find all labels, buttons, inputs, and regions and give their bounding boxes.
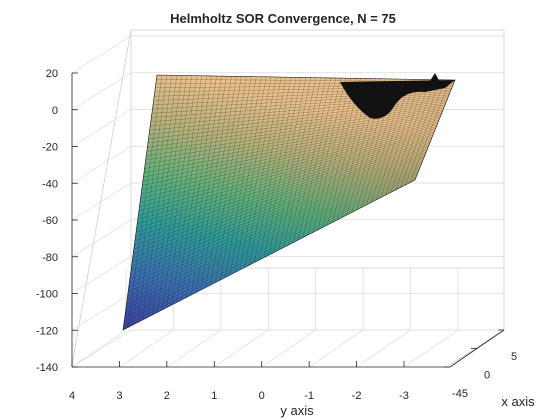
y-grid-line [71, 329, 127, 368]
mesh-line [149, 103, 446, 135]
z-tick-label: -40 [42, 178, 58, 190]
z-grid-line [71, 72, 132, 111]
surface-spike [428, 73, 441, 84]
y-ticks: 4 3 2 1 0 -1 -2 -3 [69, 361, 409, 402]
y-grid-line [403, 329, 459, 368]
z-tick-label: 20 [46, 68, 58, 80]
mesh-line [125, 171, 419, 309]
mesh-line [136, 139, 432, 229]
mesh-line [124, 174, 418, 318]
mesh-line [147, 108, 444, 148]
y-grid-line [214, 329, 269, 368]
y-tick-label: -1 [304, 390, 314, 402]
y-tick-label: 3 [116, 390, 122, 402]
z-grid-line [71, 145, 132, 184]
mesh-line [124, 176, 417, 322]
z-tick-label: -100 [36, 289, 58, 301]
z-grid-line [71, 292, 132, 331]
y-grid-line [356, 329, 411, 368]
mesh-line [147, 106, 445, 144]
mesh-line [143, 119, 440, 178]
mesh-line [142, 121, 439, 182]
mesh-line [141, 126, 437, 195]
y-grid [71, 268, 459, 368]
mesh-line [149, 101, 447, 131]
mesh-line [140, 128, 436, 199]
mesh-line [145, 113, 442, 161]
y-grid-line [261, 329, 316, 368]
mesh-line [127, 166, 421, 297]
mesh-line [137, 138, 432, 224]
mesh-line [150, 98, 448, 122]
z-grid-line [71, 329, 132, 368]
mesh-line [138, 134, 434, 216]
z-grid-line [71, 182, 132, 221]
z-tick-label: -140 [36, 362, 58, 374]
mesh-line [133, 148, 428, 250]
z-tick-label: 0 [52, 105, 58, 117]
mesh-line [128, 163, 422, 288]
z-tick-label: -20 [42, 142, 58, 154]
z-ticks: 20 0 -20 -40 -60 -80 -100 -120 -140 [36, 68, 78, 374]
mesh-line [143, 118, 440, 173]
z-grid-line [71, 219, 132, 258]
mesh-line [134, 144, 430, 241]
mesh-line [144, 116, 441, 169]
y-tick-label: -2 [352, 390, 362, 402]
mesh-line [134, 146, 429, 246]
mesh-line [133, 149, 428, 254]
y-grid-line [166, 329, 222, 368]
mesh-line [130, 156, 425, 271]
mesh-line [135, 143, 430, 237]
mesh-line [125, 173, 418, 314]
mesh-line [139, 131, 435, 207]
z-grid-line [71, 35, 132, 74]
z-tick-label: -120 [36, 325, 58, 337]
mesh-line [145, 114, 442, 165]
mesh-line [129, 159, 424, 280]
y-tick-label: -3 [399, 390, 409, 402]
mesh-line [126, 168, 420, 301]
mesh-line [142, 123, 438, 186]
z-tick-label: -60 [42, 215, 58, 227]
mesh-line [138, 133, 434, 212]
mesh-line [146, 109, 444, 152]
z-tick-label: -80 [42, 252, 58, 264]
mesh-line [135, 141, 431, 233]
mesh-line [141, 124, 438, 190]
surface-mesh [123, 75, 455, 330]
chart-title: Helmholtz SOR Convergence, N = 75 [170, 11, 396, 26]
y-grid-line [119, 329, 174, 368]
x-tick-label: 5 [511, 351, 517, 363]
y-tick-label: 0 [259, 390, 265, 402]
mesh-line [137, 136, 433, 220]
y-tick-label: 2 [164, 390, 170, 402]
mesh-line [132, 153, 426, 263]
z-grid-line [71, 109, 132, 147]
mesh-line [128, 164, 422, 292]
surface-dark-region [340, 80, 455, 119]
mesh-line [139, 129, 436, 203]
x-axis-label: x axis [501, 394, 535, 409]
x-tick-label: -45 [452, 388, 468, 400]
y-axis-label: y axis [280, 403, 314, 418]
y-tick-label: 4 [69, 390, 75, 402]
x-ticks: -45 0 5 [444, 329, 517, 400]
mesh-line [132, 151, 427, 258]
x-tick-label: 0 [484, 370, 490, 382]
mesh-line [131, 154, 426, 267]
y-grid-line [308, 329, 364, 368]
mesh-line [129, 161, 423, 284]
mesh-line [126, 169, 420, 305]
mesh-line [130, 158, 424, 275]
mesh-line [146, 111, 443, 156]
z-grid-line [71, 256, 132, 294]
mesh-line [123, 178, 416, 326]
surface-plot [122, 73, 456, 331]
y-tick-label: 1 [211, 390, 217, 402]
mesh-line [150, 99, 448, 127]
mesh-line [148, 104, 446, 139]
